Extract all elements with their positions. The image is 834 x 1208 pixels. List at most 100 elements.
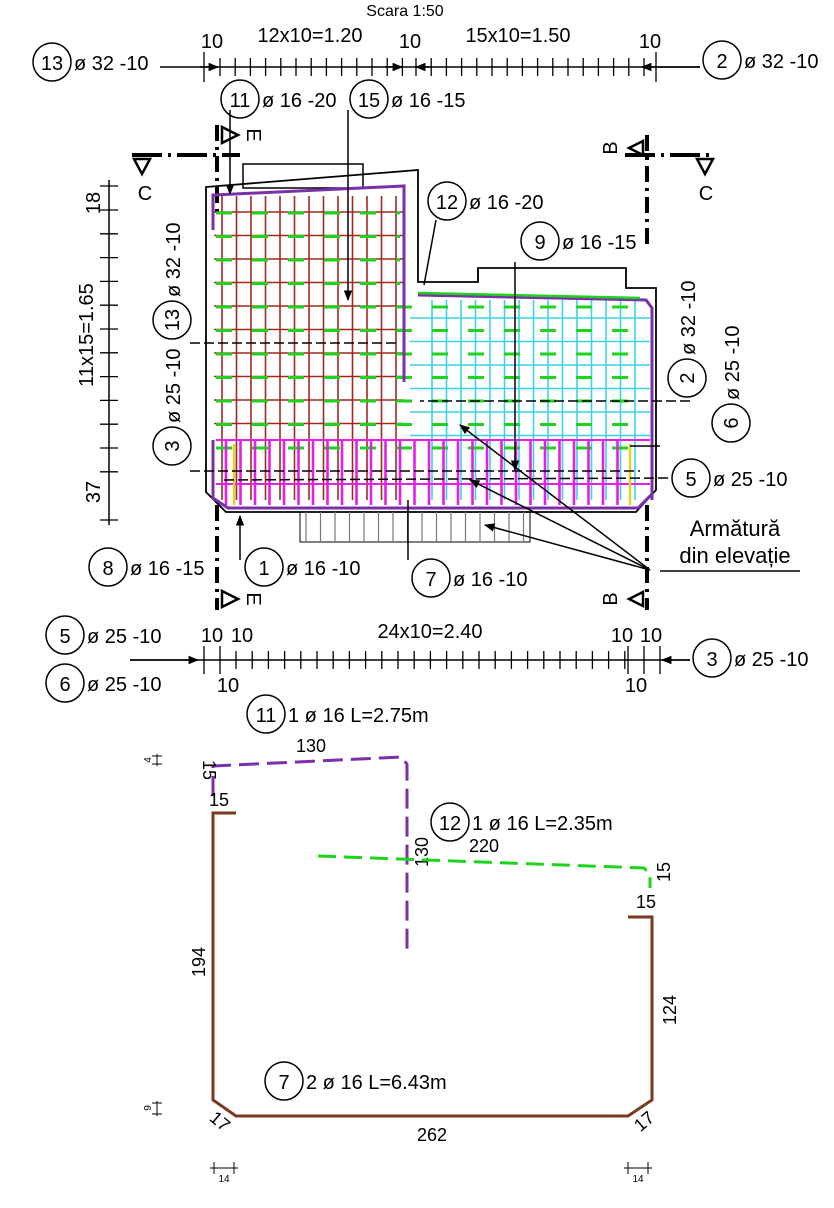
bar-11-dim-hook: 15 <box>209 790 229 810</box>
bottom-dimension-line <box>130 646 690 674</box>
mark-13-side: 13 ø 32 -10 <box>152 223 192 340</box>
bar-7-tick-mark <box>152 1101 162 1116</box>
mark-6-side-text: ø 25 -10 <box>722 326 744 400</box>
bottom-dimension-ticks <box>203 646 661 674</box>
scale-title: Scara 1:50 <box>366 3 443 20</box>
mark-6-side-number: 6 <box>721 417 743 428</box>
left-dim-bottom: 37 <box>83 481 105 503</box>
mark-1-number: 1 <box>258 558 269 580</box>
mark-5-bottom: 5 ø 25 -10 <box>45 615 161 655</box>
rebar-11-plan <box>211 184 406 382</box>
section-b-bottom: B <box>600 592 622 605</box>
bottom-dim-below-left: 10 <box>217 675 239 697</box>
mark-5-side-number: 5 <box>685 469 696 491</box>
mark-3-side-text: ø 25 -10 <box>163 349 185 423</box>
section-c-left: C <box>138 183 152 205</box>
mark-15-text: ø 16 -15 <box>391 90 465 112</box>
rebar-12-plan <box>417 293 654 500</box>
mark-9-number: 9 <box>534 232 545 254</box>
bottom-dim-right-b: 10 <box>640 625 662 647</box>
bar-12-number: 12 <box>439 813 461 835</box>
mark-11: 11 ø 16 -20 <box>220 79 336 119</box>
bottom-dim-left-a: 10 <box>201 625 223 647</box>
top-dimension-line <box>160 52 700 82</box>
bar-7-dim-right: 124 <box>660 995 680 1025</box>
bar-11-dim-tick: 4 <box>143 757 154 763</box>
mark-9: 9 ø 16 -15 <box>520 221 636 261</box>
mark-12: 12 ø 16 -20 <box>427 181 543 221</box>
section-c-right: C <box>699 183 713 205</box>
bar-11-dim-top: 130 <box>296 736 326 756</box>
bar-7-dim-br: 14 <box>632 1174 644 1185</box>
bar-11-dim-right: 130 <box>412 837 432 867</box>
mark-8: 8 ø 16 -15 <box>88 547 204 587</box>
bar-7-shape <box>211 811 654 1118</box>
bar-7-label: 7 2 ø 16 L=6.43m <box>264 1061 447 1101</box>
mark-6-side: 6 ø 25 -10 <box>711 326 751 443</box>
mark-6-bottom: 6 ø 25 -10 <box>45 663 161 703</box>
mark-5-bottom-text: ø 25 -10 <box>87 626 161 648</box>
bar-11-tick-mark <box>152 754 162 766</box>
bar-11-shape <box>211 755 409 952</box>
bar-7-bottom-right-tick <box>624 1162 652 1174</box>
mark-12-text: ø 16 -20 <box>469 192 543 214</box>
mark-1: 1 ø 16 -10 <box>244 547 360 587</box>
bottom-dim-below-right: 10 <box>625 675 647 697</box>
section-e-bottom: E <box>242 592 264 605</box>
mark-13-side-text: ø 32 -10 <box>163 223 185 297</box>
bottom-dim-left-b: 10 <box>231 625 253 647</box>
left-dim-span: 11x15=1.65 <box>76 283 98 387</box>
mark-7-number: 7 <box>425 569 436 591</box>
note-line-1: Armătură <box>690 516 781 541</box>
mark-2-top: 2 ø 32 -10 <box>702 40 818 80</box>
bar-12-shape <box>317 854 652 888</box>
mark-8-text: ø 16 -15 <box>130 558 204 580</box>
mark-1-text: ø 16 -10 <box>286 558 360 580</box>
mark-8-number: 8 <box>102 558 113 580</box>
mark-5-bottom-number: 5 <box>59 626 70 648</box>
mark-3-side-number: 3 <box>162 440 184 451</box>
mark-13-side-number: 13 <box>162 309 184 331</box>
mark-15: 15 ø 16 -15 <box>349 79 465 119</box>
top-dim-span-b: 15x10=1.50 <box>465 25 570 47</box>
note-line-2: din elevație <box>679 543 790 568</box>
bar-7-dim-left: 194 <box>189 947 209 977</box>
concrete-outline <box>205 163 657 543</box>
bar-11-label: 11 1 ø 16 L=2.75m <box>246 694 429 734</box>
mark-13-top-number: 13 <box>41 53 63 75</box>
bar-7-dim-bottom: 262 <box>417 1125 447 1145</box>
mark-9-text: ø 16 -15 <box>562 232 636 254</box>
left-dimension-line <box>100 180 118 525</box>
bar-12-dim-main: 220 <box>469 836 499 856</box>
mark-7: 7 ø 16 -10 <box>411 558 527 598</box>
mark-11-number: 11 <box>230 90 251 112</box>
bar-12-dim-end: 15 <box>654 862 674 882</box>
left-dim-top: 18 <box>83 192 105 214</box>
bar-7-dim-bl: 14 <box>218 1174 230 1185</box>
mark-5-side: 5 ø 25 -10 <box>671 458 787 498</box>
mark-15-number: 15 <box>358 90 380 112</box>
top-dim-middle: 10 <box>399 31 421 53</box>
mark-2-side-text: ø 32 -10 <box>678 281 700 355</box>
mark-2-top-number: 2 <box>716 51 727 73</box>
bar-7-bottom-left-tick <box>210 1162 238 1174</box>
mark-11-text: ø 16 -20 <box>262 90 336 112</box>
mark-6-bottom-number: 6 <box>59 674 70 696</box>
mark-3-bottom-text: ø 25 -10 <box>734 649 808 671</box>
mark-5-side-text: ø 25 -10 <box>713 469 787 491</box>
mark-2-top-text: ø 32 -10 <box>744 51 818 73</box>
top-dim-span-a: 12x10=1.20 <box>257 25 362 47</box>
mark-3-bottom-number: 3 <box>706 649 717 671</box>
section-b-top: B <box>600 141 622 154</box>
section-e-top: E <box>242 128 264 141</box>
rebar-12-green-top <box>417 291 641 300</box>
bar-11-dim-left: 15 <box>199 760 219 780</box>
rebar-grid <box>214 196 650 542</box>
bar-7-dim-tick: 9 <box>143 1105 154 1111</box>
rebar-bottom-return <box>211 440 654 510</box>
mark-3-bottom: 3 ø 25 -10 <box>692 638 808 678</box>
bar-12-label: 12 1 ø 16 L=2.35m <box>430 802 613 842</box>
mark-7-text: ø 16 -10 <box>453 569 527 591</box>
bar-7-text: 2 ø 16 L=6.43m <box>306 1072 447 1094</box>
